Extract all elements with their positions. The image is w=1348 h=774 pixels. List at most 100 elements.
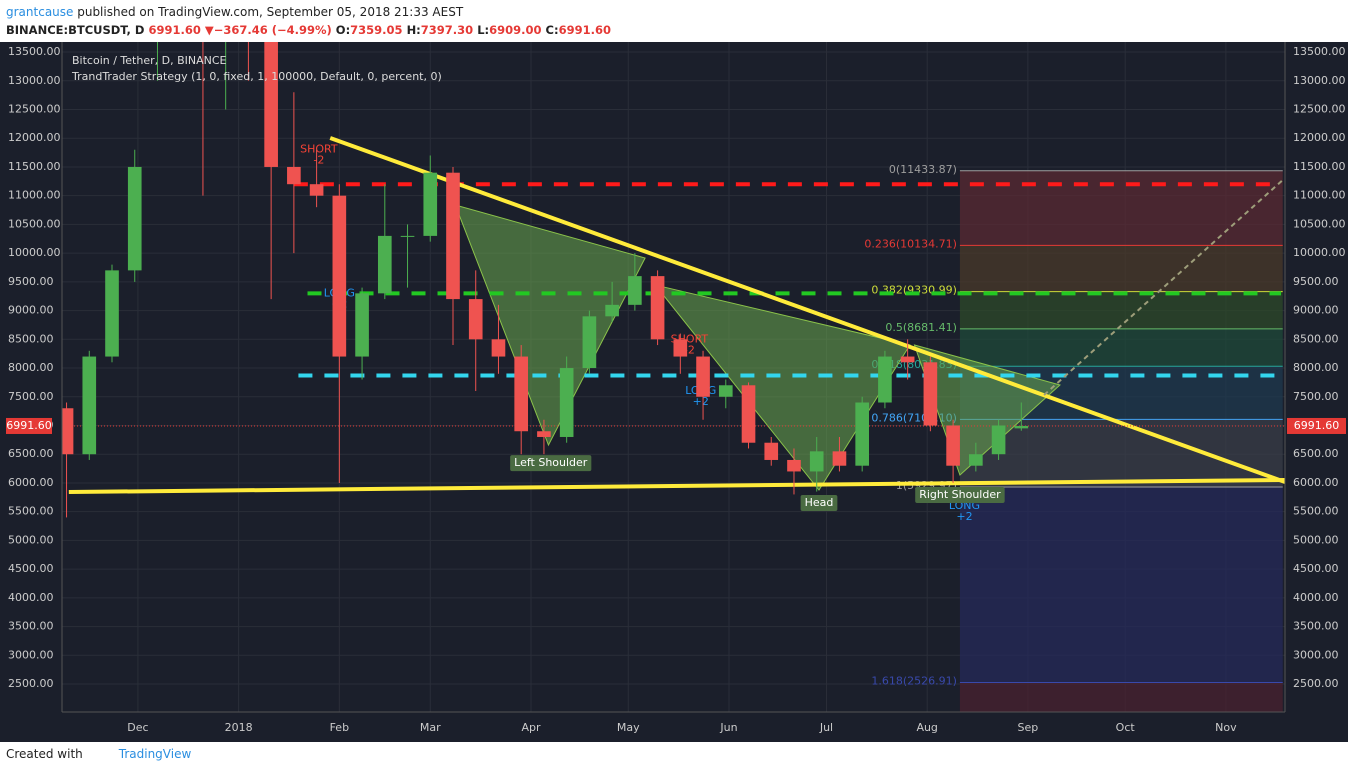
x-tick-label: Oct xyxy=(1116,721,1136,734)
x-tick-label: May xyxy=(617,721,640,734)
candle-body xyxy=(127,166,142,271)
candle-body xyxy=(718,385,733,397)
quote-value: 7359.05 xyxy=(350,23,403,37)
candles xyxy=(62,42,1029,518)
candle-body xyxy=(468,299,483,340)
x-tick-label: Aug xyxy=(916,721,937,734)
y-tick-label: 11500.00 xyxy=(1293,160,1346,173)
y-tick-label: 13500.00 xyxy=(8,45,61,58)
change: −367.46 (−4.99%) xyxy=(213,23,332,37)
fib-band xyxy=(959,682,1283,712)
header: grantcause published on TradingView.com,… xyxy=(6,3,615,39)
x-tick-label: Jul xyxy=(819,721,833,734)
signal-qty: +2 xyxy=(956,510,972,523)
candle-body xyxy=(559,368,574,437)
trend-line xyxy=(329,136,1285,484)
y-tick-label: 10500.00 xyxy=(8,217,61,230)
y-tick-label: 12000.00 xyxy=(8,131,61,144)
signal-qty: +2 xyxy=(693,395,709,408)
x-tick-label: Dec xyxy=(127,721,148,734)
candle-body xyxy=(741,385,756,443)
candle-body xyxy=(787,459,801,472)
quote-key: H: xyxy=(406,23,421,37)
y-tick-label: 2500.00 xyxy=(8,677,54,690)
candle-body xyxy=(923,362,938,426)
x-tick-label: Apr xyxy=(521,721,541,734)
trend-line xyxy=(68,478,1285,495)
y-tick-label: 9000.00 xyxy=(8,304,54,317)
fib-band xyxy=(959,486,1283,683)
signal-qty: -2 xyxy=(313,154,324,167)
y-tick-label: 9500.00 xyxy=(8,275,54,288)
signal-qty: -2 xyxy=(684,343,695,356)
candle-body xyxy=(514,356,529,432)
candle-body xyxy=(764,442,779,460)
created: Created with xyxy=(6,747,83,761)
y-tick-label: 12000.00 xyxy=(1293,131,1346,144)
y-tick-label: 13000.00 xyxy=(8,74,61,87)
quote-key: C: xyxy=(545,23,559,37)
pattern-label: Left Shoulder xyxy=(514,456,588,469)
candle-body xyxy=(650,276,665,340)
pattern-label: Right Shoulder xyxy=(919,488,1001,501)
candle-body xyxy=(855,402,869,466)
pattern xyxy=(454,204,646,447)
y-tick-label: 10000.00 xyxy=(8,246,61,259)
y-tick-label: 3500.00 xyxy=(8,620,54,633)
signal-label: SHORT xyxy=(300,143,338,156)
y-tick-label: 10500.00 xyxy=(1293,217,1346,230)
candle-body xyxy=(946,425,960,466)
quote-key: O: xyxy=(335,23,351,37)
fib-label: 0(11433.87) xyxy=(889,163,957,176)
candle-body xyxy=(605,304,619,317)
y-tick-label: 8000.00 xyxy=(1293,361,1339,374)
candle-body xyxy=(287,166,301,185)
published: published on TradingView.com, September … xyxy=(73,5,464,19)
quote-value: 6909.00 xyxy=(489,23,542,37)
y-tick-label: 2500.00 xyxy=(1293,677,1339,690)
candle-body xyxy=(377,235,392,294)
y-tick-label: 8500.00 xyxy=(8,332,54,345)
x-tick-label: 2018 xyxy=(225,721,253,734)
candle-body xyxy=(355,293,369,357)
publish-line: grantcause published on TradingView.com,… xyxy=(6,3,615,21)
quote-value: 7397.30 xyxy=(420,23,474,37)
y-tick-label: 3500.00 xyxy=(1293,620,1339,633)
y-tick-label: 9000.00 xyxy=(1293,304,1339,317)
x-tick-label: Jun xyxy=(719,721,737,734)
y-tick-label: 5000.00 xyxy=(8,533,54,546)
pattern-label-bg xyxy=(510,455,592,472)
candle-body xyxy=(62,408,74,455)
candle-body xyxy=(900,356,915,363)
brand[interactable]: TradingView xyxy=(118,747,192,761)
candle-body xyxy=(696,356,710,397)
last-price-tag xyxy=(1287,417,1346,434)
candle-body xyxy=(446,172,460,300)
y-tick-label: 12500.00 xyxy=(8,103,61,116)
chart-title: Bitcoin / Tether, D, BINANCE xyxy=(72,54,227,67)
fib-retracement xyxy=(959,170,1283,712)
last-price-tag xyxy=(6,417,52,434)
y-tick-label: 5000.00 xyxy=(1293,533,1339,546)
candle-body xyxy=(673,339,688,357)
ohlc: O:7359.05 H:7397.30 L:6909.00 C:6991.60 xyxy=(336,23,615,37)
y-tick-label: 11500.00 xyxy=(8,160,61,173)
author[interactable]: grantcause xyxy=(6,5,74,19)
y-tick-label: 5500.00 xyxy=(8,505,54,518)
y-tick-label: 6000.00 xyxy=(8,476,54,489)
y-tick-label: 8000.00 xyxy=(8,361,54,374)
candle-body xyxy=(309,184,324,196)
candle-body xyxy=(105,270,119,357)
last-price-label: 6991.60 xyxy=(1294,419,1340,432)
quote-value: 6991.60 xyxy=(558,23,611,37)
fib-label: 0.236(10134.71) xyxy=(864,237,957,250)
y-tick-label: 6500.00 xyxy=(1293,447,1339,460)
price: 6991.60 xyxy=(148,23,201,37)
fib-label: 0.5(8681.41) xyxy=(885,321,957,334)
y-tick-label: 13500.00 xyxy=(1293,45,1346,58)
y-tick-label: 12500.00 xyxy=(1293,103,1346,116)
candle-body xyxy=(832,451,847,466)
pattern-label-bg xyxy=(915,487,1005,504)
chart-subtitle: TrandTrader Strategy (1, 0, fixed, 1, 10… xyxy=(71,70,442,83)
